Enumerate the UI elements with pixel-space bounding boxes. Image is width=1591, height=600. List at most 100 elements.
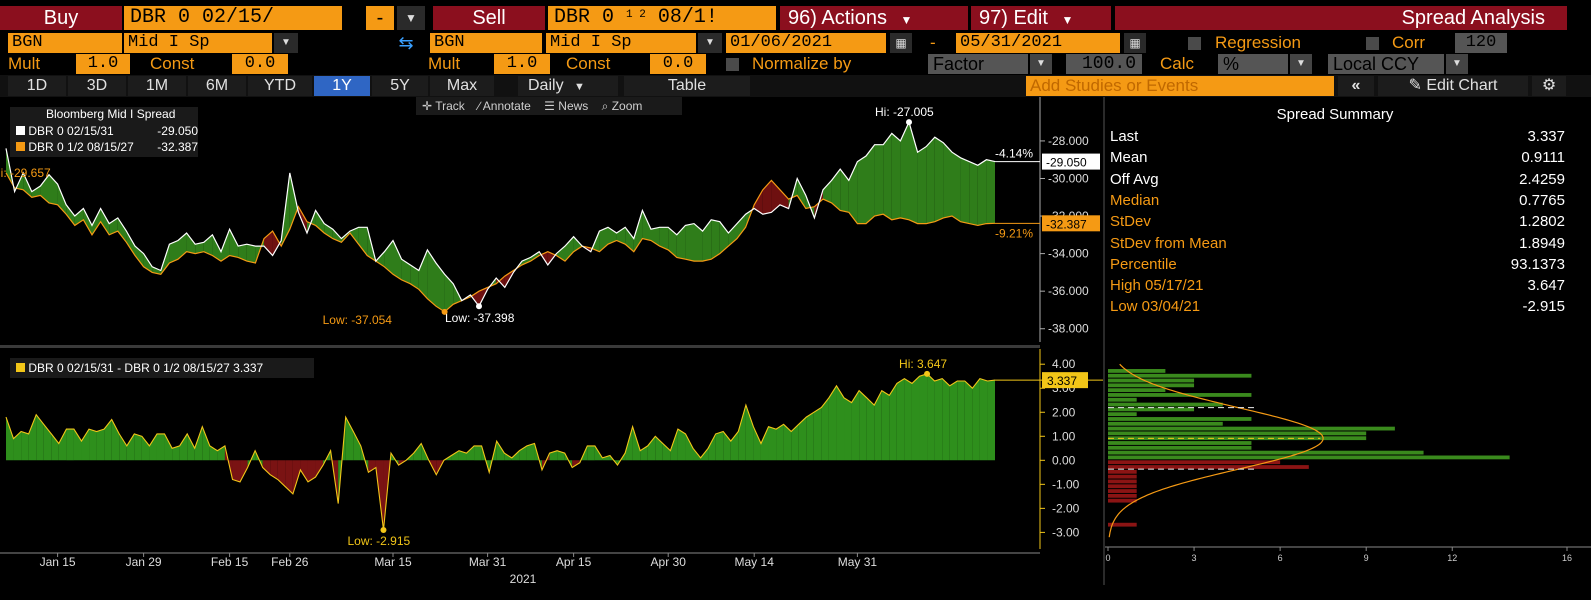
buy-field-select[interactable]: Mid I Sp (124, 33, 272, 53)
tab-5y[interactable]: 5Y (372, 76, 428, 96)
histogram-bar (1108, 498, 1137, 503)
spread-area-segment (987, 380, 995, 461)
corr-window-field[interactable]: 120 (1455, 33, 1507, 53)
spread-area-segment (828, 385, 837, 461)
const1-field[interactable]: 0.0 (232, 54, 288, 74)
settings-button[interactable]: ⚙ (1532, 76, 1566, 96)
spread-fill-segment (83, 208, 92, 235)
spread-area-segment (662, 443, 671, 461)
spread-area-segment (964, 381, 973, 461)
mult2-field[interactable]: 1.0 (494, 54, 550, 74)
buy-label: Buy (0, 6, 122, 30)
edit-menu[interactable]: 97) Edit ▼ (971, 6, 1111, 30)
normalize-label: Normalize by (752, 54, 852, 73)
panel-divider[interactable] (1103, 97, 1105, 585)
calc-dropdown[interactable]: ▼ (1290, 54, 1312, 74)
spread-area-segment (232, 460, 241, 482)
spread-fill-segment (857, 155, 866, 224)
spread-area-segment (526, 443, 535, 461)
normalize-checkbox[interactable] (726, 58, 739, 71)
corr-checkbox[interactable] (1366, 37, 1379, 50)
spread-fill-segment (676, 225, 686, 260)
series-line-buy (5, 120, 996, 308)
legend-buy-value: -29.050 (157, 124, 198, 138)
tab-1d[interactable]: 1D (8, 76, 66, 96)
histogram-bar (1108, 412, 1137, 417)
ccy-dropdown[interactable]: ▼ (1446, 54, 1468, 74)
buy-dropdown-button[interactable]: ▼ (397, 6, 425, 30)
ccy-select[interactable]: Local CCY (1328, 54, 1444, 74)
actions-menu[interactable]: 96) Actions ▼ (780, 6, 968, 30)
x-axis-year: 2021 (510, 572, 537, 586)
calendar-icon[interactable]: ▦ (890, 33, 912, 53)
tab-1m[interactable]: 1M (128, 76, 186, 96)
minus-button[interactable]: - (366, 6, 394, 30)
summary-label: High 05/17/21 (1110, 277, 1204, 295)
spread-hi-marker (924, 370, 931, 377)
spread-area-segment (73, 429, 82, 461)
news-icon: ☰ (544, 99, 555, 113)
normalize-dropdown[interactable]: ▼ (1030, 54, 1052, 74)
hist-x-tick-label: 16 (1562, 553, 1572, 563)
histogram-bar (1108, 431, 1367, 436)
tab-ytd[interactable]: YTD (248, 76, 312, 96)
spread-area-segment (798, 417, 807, 461)
spread-area-segment (81, 429, 90, 461)
spread-fill-segment (762, 180, 772, 215)
buy-security-field[interactable]: DBR 0 02/15/ (124, 6, 342, 30)
summary-label: Last (1110, 128, 1139, 145)
y-tick-label: -30.000 (1048, 171, 1089, 185)
spread-legend[interactable]: DBR 0 02/15/31 - DBR 0 1/2 08/15/27 3.33… (10, 358, 314, 378)
table-button[interactable]: Table (624, 76, 750, 96)
tab-max[interactable]: Max (430, 76, 494, 96)
spread-fill-segment (977, 159, 987, 226)
legend-item-buy[interactable]: DBR 0 02/15/31 -29.050 (16, 124, 198, 138)
spread-area-segment (851, 390, 860, 461)
sell-security-field[interactable]: DBR 0 1 2 08/1! (548, 6, 776, 30)
swap-icon[interactable]: ⇆ (398, 33, 414, 53)
track-tool[interactable]: ✛ Track (422, 99, 465, 113)
annotate-tool[interactable]: ∕ Annotate (478, 99, 531, 113)
zoom-tool[interactable]: ⌕ Zoom (602, 99, 643, 113)
sell-source-field[interactable]: BGN (430, 33, 542, 53)
normalize-select[interactable]: Factor (928, 54, 1028, 74)
date-to-field[interactable]: 05/31/2021 (956, 33, 1120, 53)
tab-1y[interactable]: 1Y (314, 76, 370, 96)
edit-chart-button[interactable]: ✎ Edit Chart (1378, 76, 1528, 96)
spread-area-segment (292, 460, 301, 494)
sell-field-dropdown[interactable]: ▼ (698, 33, 722, 53)
sell-security-name: DBR 0 (554, 6, 615, 29)
tab-3d[interactable]: 3D (68, 76, 126, 96)
date-from-field[interactable]: 01/06/2021 (726, 33, 886, 53)
spread-legend-name: DBR 0 02/15/31 - DBR 0 1/2 08/15/27 (28, 361, 230, 375)
spread-fill-segment (109, 217, 118, 235)
spread-area-segment (836, 385, 845, 461)
spread-fill-segment (126, 231, 135, 256)
spread-area-segment (300, 460, 308, 482)
legend-item-sell[interactable]: DBR 0 1/2 08/15/27 -32.387 (16, 140, 198, 154)
regression-checkbox[interactable] (1188, 37, 1201, 50)
spread-fill-segment (74, 208, 84, 226)
add-studies-input[interactable]: Add Studies or Events (1026, 76, 1334, 96)
spread-area-segment (760, 426, 769, 461)
spread-fill-segment (900, 122, 909, 220)
frequency-select[interactable]: Daily ▼ (518, 76, 618, 96)
histogram-bar (1108, 465, 1309, 469)
buy-source-field[interactable]: BGN (8, 33, 122, 53)
sell-field-select[interactable]: Mid I Sp (546, 33, 696, 53)
pencil-icon: ✎ (1408, 77, 1422, 94)
spread-chart[interactable]: -28.000-30.000-32.000-34.000-36.000-38.0… (0, 97, 1104, 600)
collapse-button[interactable]: « (1338, 76, 1374, 96)
tab-6m[interactable]: 6M (188, 76, 246, 96)
news-tool[interactable]: ☰ News (544, 99, 588, 113)
spread-area-segment (96, 429, 105, 461)
mult1-field[interactable]: 1.0 (76, 54, 130, 74)
calc-select[interactable]: % (1218, 54, 1288, 74)
buy-field-dropdown[interactable]: ▼ (274, 33, 298, 53)
const2-label: Const (566, 54, 611, 73)
spread-fill-segment (178, 232, 187, 260)
histogram-bar (1108, 378, 1195, 383)
factor-field[interactable]: 100.0 (1066, 54, 1142, 74)
calendar-icon[interactable]: ▦ (1124, 33, 1146, 53)
const2-field[interactable]: 0.0 (650, 54, 706, 74)
